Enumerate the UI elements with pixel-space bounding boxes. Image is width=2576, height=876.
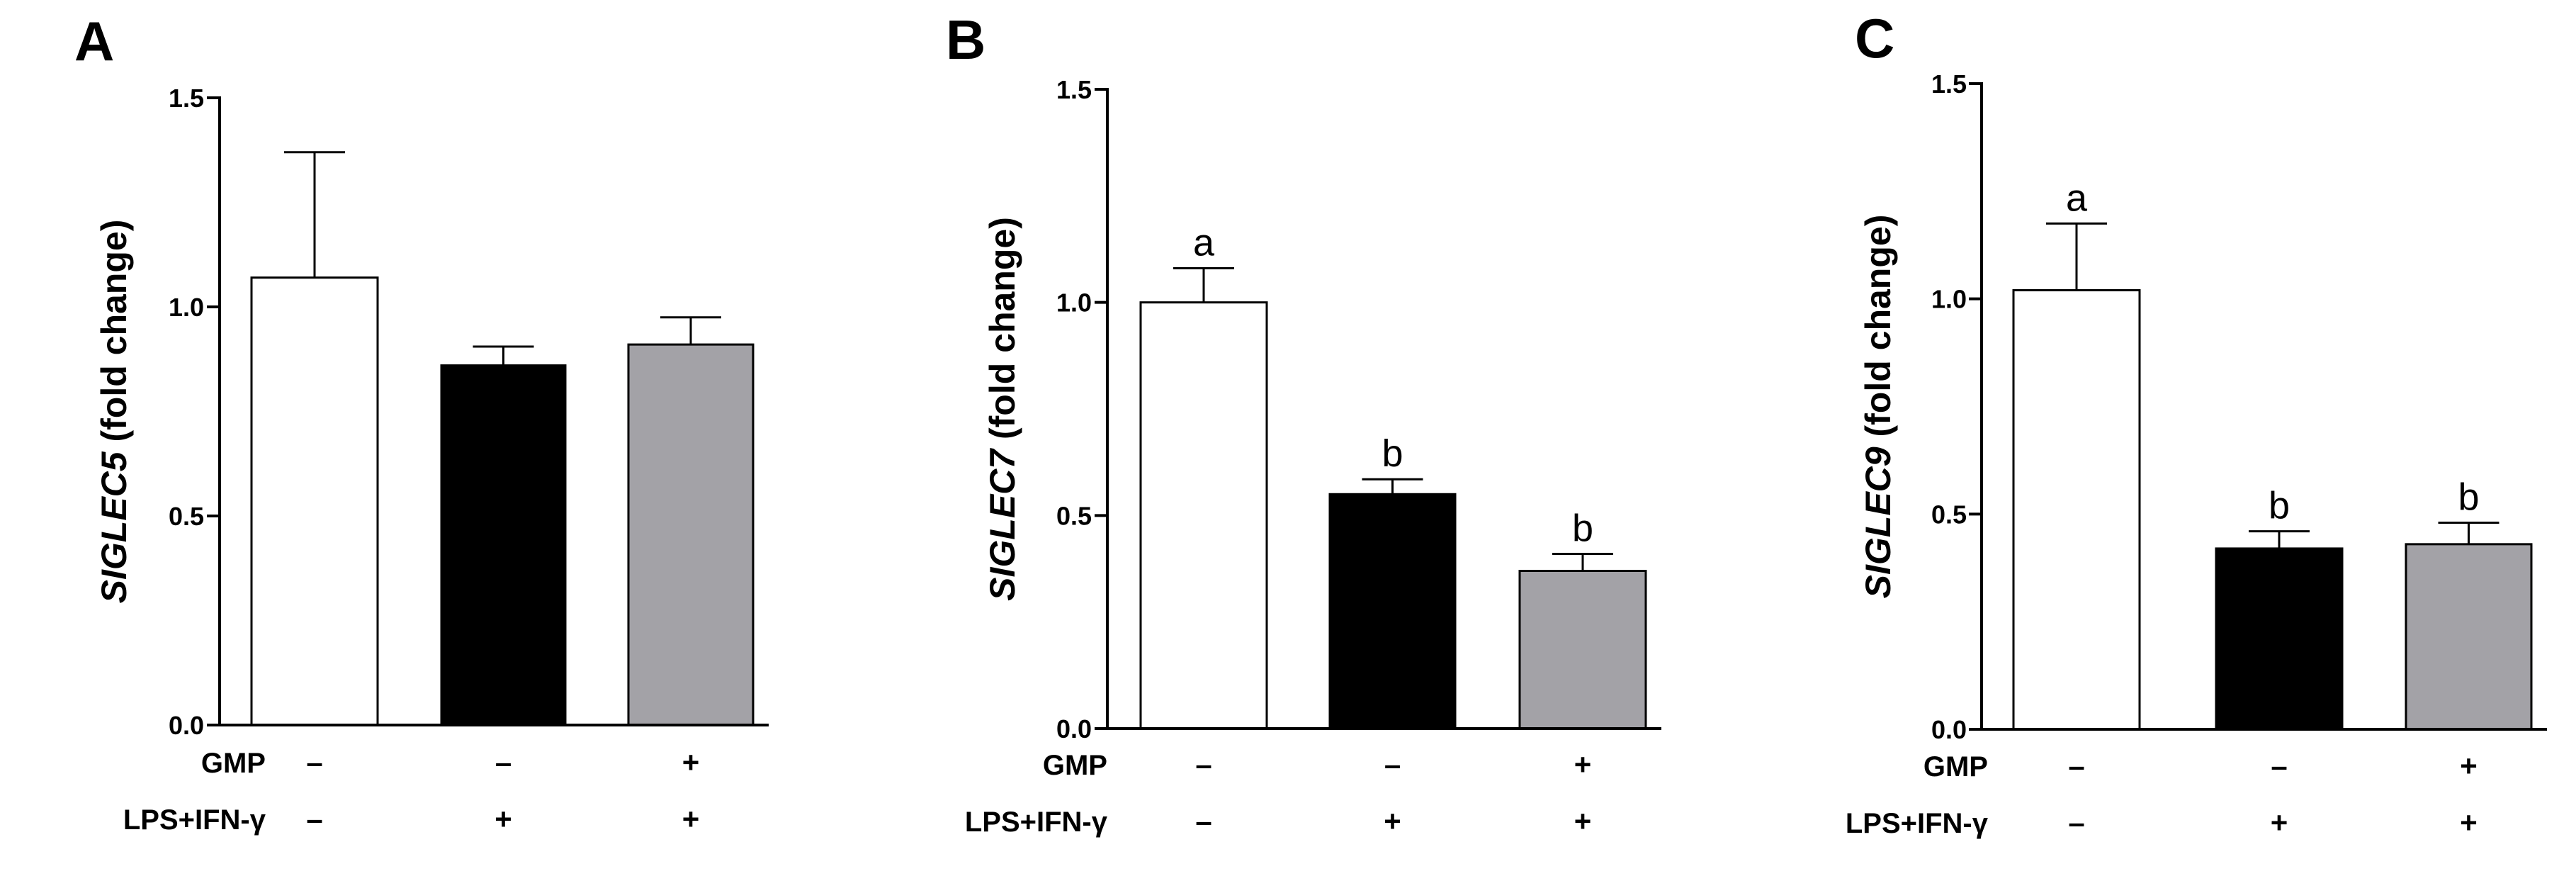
bar (2215, 547, 2344, 731)
treatment-row-label: LPS+IFN-γ (965, 807, 1108, 838)
y-tick-label: 1.0 (1931, 285, 1967, 314)
treatment-sign: + (1574, 804, 1592, 838)
treatment-sign: + (2460, 749, 2478, 782)
treatment-sign: – (2271, 749, 2287, 782)
treatment-sign: + (682, 746, 700, 779)
y-axis-label-gene: SIGLEC9 (1858, 447, 1898, 598)
treatment-sign: – (306, 746, 322, 779)
y-tick-label: 1.0 (169, 293, 204, 322)
bar (1518, 570, 1647, 730)
y-axis-label-suffix: (fold change) (1858, 215, 1898, 447)
panel-b: B SIGLEC7 (fold change) a b b 0.0 0.5 1.0 1.5 GMP… (946, 9, 1661, 838)
y-tick-label: 1.5 (169, 84, 204, 113)
significance-label: b (1572, 507, 1593, 549)
treatment-sign: – (306, 802, 322, 836)
significance-label: a (1193, 222, 1215, 264)
y-axis-label-gene: SIGLEC5 (94, 451, 134, 603)
y-tick-label: 1.5 (1056, 75, 1092, 104)
y-axis-label-suffix: (fold change) (983, 217, 1022, 449)
y-axis-label: SIGLEC7 (fold change) (983, 217, 1022, 601)
significance-label: b (2458, 476, 2479, 518)
y-tick-label: 1.5 (1931, 69, 1967, 99)
treatment-sign: – (1195, 804, 1211, 838)
treatment-sign: – (2068, 749, 2084, 782)
y-tick-label: 0.5 (1056, 501, 1092, 530)
bar (1139, 301, 1268, 730)
bar (2012, 289, 2141, 731)
bar (1328, 493, 1457, 730)
panel-a: A SIGLEC5 (fold change) 0.0 0.5 1.0 1.5 GMP – – +… (74, 10, 769, 836)
y-axis-label: SIGLEC9 (fold change) (1858, 215, 1898, 599)
bar (440, 364, 567, 726)
treatment-sign: – (1195, 748, 1211, 781)
treatment-sign: + (495, 802, 512, 836)
y-tick-label: 0.0 (169, 711, 204, 740)
treatment-sign: + (682, 802, 700, 836)
treatment-row-label: GMP (201, 748, 266, 779)
treatment-row-label: LPS+IFN-γ (1846, 808, 1989, 839)
treatment-sign: + (2271, 806, 2288, 839)
y-axis-label: SIGLEC5 (fold change) (94, 220, 134, 604)
panel-letter: A (74, 10, 114, 72)
treatment-sign: + (2460, 806, 2478, 839)
treatment-row-label: GMP (1043, 750, 1107, 781)
treatment-row-label: LPS+IFN-γ (123, 804, 266, 836)
y-tick-label: 1.0 (1056, 288, 1092, 318)
significance-label: b (2269, 485, 2290, 527)
treatment-sign: – (1384, 748, 1401, 781)
y-axis-label-suffix: (fold change) (94, 220, 134, 452)
bar (250, 276, 379, 726)
bar (627, 343, 755, 726)
y-axis-label-gene: SIGLEC7 (983, 448, 1022, 601)
bar (2405, 543, 2533, 731)
treatment-sign: + (1384, 804, 1401, 838)
y-tick-label: 0.0 (1931, 715, 1967, 744)
y-tick-label: 0.0 (1056, 714, 1092, 743)
y-tick-label: 0.5 (1931, 500, 1967, 529)
panel-letter: C (1855, 7, 1894, 69)
panel-c: C SIGLEC9 (fold change) a b b 0.0 0.5 1.0 1.5 GMP… (1846, 7, 2547, 839)
treatment-row-label: GMP (1923, 751, 1988, 782)
significance-label: b (1382, 432, 1403, 475)
treatment-sign: – (495, 746, 512, 779)
significance-label: a (2066, 176, 2088, 219)
y-tick-label: 0.5 (169, 502, 204, 531)
treatment-sign: + (1574, 748, 1592, 781)
treatment-sign: – (2068, 806, 2084, 839)
panel-letter: B (946, 9, 985, 71)
